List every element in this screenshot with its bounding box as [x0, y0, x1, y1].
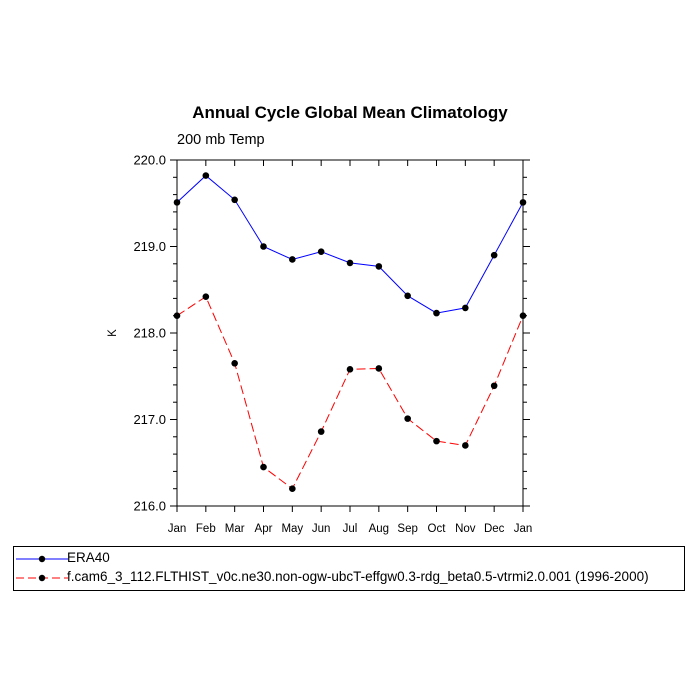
- legend-item-model: f.cam6_3_112.FLTHIST_v0c.ne30.non-ogw-ub…: [14, 568, 684, 588]
- y-tick-label: 217.0: [133, 412, 166, 427]
- y-tick-label: 219.0: [133, 239, 166, 254]
- y-tick-label: 218.0: [133, 326, 166, 341]
- x-tick-label: Jan: [514, 523, 533, 535]
- x-tick-label: Dec: [484, 523, 505, 535]
- data-point: [375, 263, 383, 270]
- data-point: [231, 359, 238, 367]
- series-line-0: [176, 174, 524, 314]
- data-point: [462, 304, 469, 312]
- data-point: [375, 365, 383, 372]
- legend-label-model: f.cam6_3_112.FLTHIST_v0c.ne30.non-ogw-ub…: [67, 569, 649, 584]
- axis-labels: Jan Feb Mar Apr May Jun Jul Aug Sep Oct Nov Dec Jan2…: [107, 153, 532, 536]
- data-point: [490, 251, 498, 259]
- data-point: [202, 293, 210, 300]
- y-tick-label: 220.0: [133, 153, 166, 168]
- x-tick-label: Jan: [168, 523, 187, 535]
- x-tick-label: May: [281, 523, 303, 535]
- legend-label-era40: ERA40: [67, 550, 110, 565]
- x-tick-label: Sep: [397, 523, 417, 535]
- data-point: [231, 196, 238, 204]
- legend-sample-era40: [16, 555, 68, 563]
- data-point: [433, 309, 440, 317]
- data-point: [404, 292, 411, 300]
- x-tick-label: Feb: [196, 523, 216, 535]
- data-point: [202, 172, 210, 179]
- x-tick-label: Jun: [312, 523, 331, 535]
- legend: ERA40 f.cam6_3_112.FLTHIST_v0c.ne30.non-…: [13, 546, 685, 591]
- series-line-1: [176, 295, 524, 490]
- data-point: [289, 256, 296, 263]
- x-tick-label: Apr: [255, 523, 273, 535]
- data-point: [346, 366, 354, 373]
- plot-frame: [176, 159, 524, 507]
- x-tick-label: Nov: [455, 523, 476, 535]
- chart-subtitle: 200 mb Temp: [177, 132, 265, 148]
- axis-ticks: [170, 159, 530, 512]
- data-point: [317, 428, 325, 435]
- data-point: [260, 243, 267, 250]
- legend-sample-model: [16, 574, 68, 582]
- y-axis-label: K: [107, 329, 119, 337]
- data-point: [490, 382, 498, 390]
- data-point: [433, 437, 440, 445]
- x-tick-label: Jul: [343, 523, 358, 535]
- data-point: [404, 415, 411, 422]
- x-tick-label: Aug: [369, 523, 389, 535]
- x-tick-label: Mar: [225, 523, 245, 535]
- data-point: [289, 485, 296, 493]
- legend-item-era40: ERA40: [14, 549, 684, 569]
- data-point: [346, 259, 354, 267]
- chart-title: Annual Cycle Global Mean Climatology: [192, 103, 508, 122]
- data-point: [317, 248, 325, 255]
- series-layer: [173, 172, 527, 493]
- x-tick-label: Oct: [428, 523, 447, 535]
- data-point: [462, 442, 469, 449]
- data-point: [260, 463, 267, 471]
- y-tick-label: 216.0: [133, 499, 166, 514]
